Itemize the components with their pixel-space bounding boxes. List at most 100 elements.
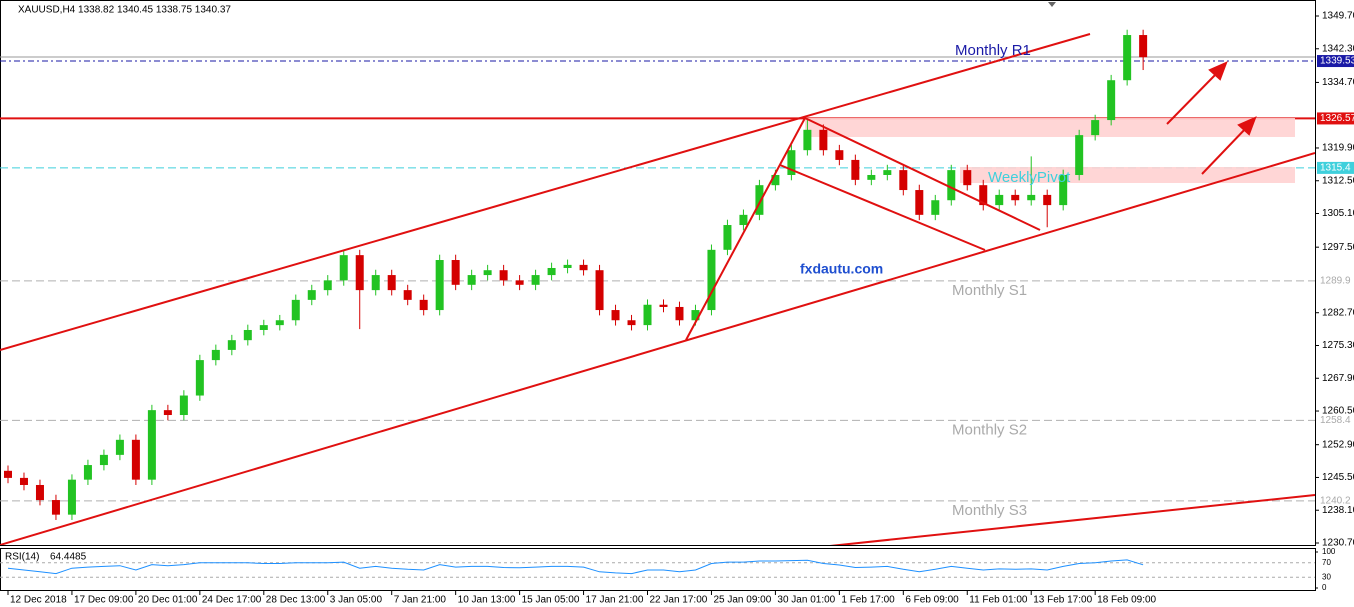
candle-body	[1139, 35, 1148, 58]
candle-body	[995, 194, 1004, 206]
x-tick-label: 28 Dec 13:00	[266, 595, 326, 606]
candle-body	[899, 170, 908, 191]
level-box	[1317, 161, 1354, 174]
shift-marker	[1048, 2, 1056, 7]
candle-body	[867, 174, 876, 180]
candle-body	[787, 150, 796, 175]
rsi-title: RSI(14)	[5, 552, 39, 563]
candle-body	[211, 349, 220, 361]
y-tick-label: 1297.50	[1322, 242, 1354, 253]
y-tick-label: 1305.10	[1322, 208, 1354, 219]
level-label: 1339.53	[1320, 56, 1354, 67]
rsi-tick-label: 0	[1322, 583, 1327, 592]
candle-body	[531, 275, 540, 285]
candle-body	[915, 190, 924, 215]
candle-body	[403, 290, 412, 300]
watermark: fxdautu.com	[800, 261, 883, 277]
rsi-tick-label: 70	[1322, 558, 1331, 567]
candle-body	[947, 170, 956, 201]
x-tick-label: 17 Dec 09:00	[74, 595, 134, 606]
candle-body	[371, 275, 380, 291]
candle-body	[467, 275, 476, 285]
candle-body	[3, 470, 12, 478]
candle-body	[1091, 120, 1100, 136]
rsi-tick-label: 30	[1322, 572, 1331, 581]
level-name: Monthly S2	[952, 421, 1027, 438]
candle-body	[1027, 194, 1036, 201]
candle-body	[179, 395, 188, 416]
candle-body	[387, 275, 396, 291]
x-tick-label: 17 Jan 21:00	[586, 595, 644, 606]
candle-body	[851, 159, 860, 180]
level-label: 1326.57	[1320, 113, 1354, 124]
zones	[805, 118, 1295, 183]
candle-body	[723, 225, 732, 250]
candle-body	[19, 477, 28, 485]
candle-body	[131, 439, 140, 480]
y-tick-label: 1230.70	[1322, 538, 1354, 549]
level-name: WeeklyPivot	[988, 169, 1071, 186]
chart-title: XAUUSD,H4 1338.82 1340.45 1338.75 1340.3…	[18, 5, 231, 16]
candle-body	[659, 304, 668, 307]
candle-body	[355, 255, 364, 291]
x-tick-label: 25 Jan 09:00	[713, 595, 771, 606]
level-label: 1258.4	[1320, 415, 1351, 426]
y-tick-label: 1267.90	[1322, 373, 1354, 384]
level-name: Monthly S3	[952, 502, 1027, 519]
x-tick-label: 12 Dec 2018	[10, 595, 67, 606]
x-tick-label: 6 Feb 09:00	[905, 595, 959, 606]
candle-body	[755, 185, 764, 215]
y-tick-label: 1319.90	[1322, 143, 1354, 154]
y-tick-label: 1245.50	[1322, 472, 1354, 483]
level-box	[1317, 112, 1354, 125]
candle-body	[499, 270, 508, 281]
x-tick-label: 24 Dec 17:00	[202, 595, 262, 606]
candle-body	[339, 255, 348, 281]
candle-body	[323, 280, 332, 291]
candle-body	[931, 200, 940, 215]
candle-body	[835, 150, 844, 160]
x-tick-label: 30 Jan 01:00	[777, 595, 835, 606]
candle-body	[115, 439, 124, 455]
candle-body	[483, 270, 492, 276]
candle-body	[1059, 174, 1068, 206]
candle-body	[1107, 80, 1116, 121]
y-tick-label: 1238.10	[1322, 505, 1354, 516]
candle-body	[739, 214, 748, 226]
candle-body	[99, 454, 108, 466]
candle-body	[707, 249, 716, 311]
candle-body	[307, 290, 316, 300]
candle-body	[275, 320, 284, 326]
x-tick-label: 3 Jan 05:00	[330, 595, 383, 606]
rsi-line	[7, 559, 1144, 575]
candle-body	[163, 410, 172, 416]
y-tick-label: 1252.90	[1322, 439, 1354, 450]
candle-body	[771, 174, 780, 186]
candle-body	[643, 304, 652, 326]
candle-body	[883, 170, 892, 175]
level-label: 1315.4	[1320, 163, 1351, 174]
rsi-last: 64.4485	[50, 552, 87, 563]
level-label: 1240.2	[1320, 496, 1351, 507]
candle-body	[147, 410, 156, 480]
x-tick-label: 10 Jan 13:00	[458, 595, 516, 606]
y-tick-label: 1334.70	[1322, 77, 1354, 88]
frame	[0, 0, 1316, 591]
level-label: 1289.9	[1320, 275, 1351, 286]
level-box	[1317, 55, 1354, 68]
candle-body	[691, 310, 700, 321]
candle-body	[291, 299, 300, 321]
level-name: Monthly R1	[955, 42, 1031, 59]
candle-body	[435, 260, 444, 311]
x-tick-label: 7 Jan 21:00	[394, 595, 447, 606]
x-tick-label: 13 Feb 17:00	[1033, 595, 1092, 606]
candle-body	[83, 465, 92, 480]
candle-body	[1011, 194, 1020, 201]
y-tick-label: 1275.30	[1322, 340, 1354, 351]
x-tick-label: 15 Jan 05:00	[522, 595, 580, 606]
candle-body	[51, 500, 60, 515]
candle-body	[419, 299, 428, 311]
candle-body	[35, 484, 44, 501]
x-tick-label: 18 Feb 09:00	[1097, 595, 1156, 606]
